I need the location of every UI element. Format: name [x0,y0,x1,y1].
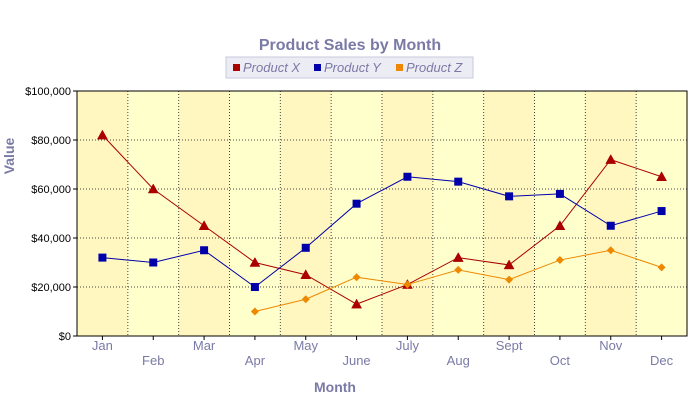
data-point [656,171,668,181]
data-point [96,129,108,140]
legend-label: Product Y [324,60,382,75]
data-point [505,275,514,284]
data-point [605,154,617,164]
x-tick-label: Jan [92,338,113,353]
data-point [503,259,515,270]
data-point [555,256,564,265]
y-tick-label: $0 [59,331,71,343]
x-tick-label: Nov [599,338,623,353]
plot-band [483,91,535,336]
data-point [403,280,412,289]
data-point [657,207,666,216]
legend-swatch [396,64,403,71]
legend-swatch [314,64,321,71]
data-point [301,295,310,304]
data-point [505,192,514,201]
x-tick-label: Aug [447,353,470,368]
x-tick-label: Mar [193,338,216,353]
legend: Product X Product Y Product Z [225,56,474,79]
data-point [352,273,361,282]
y-tick-label: $60,000 [31,184,71,196]
legend-swatch [233,64,240,71]
chart-title: Product Sales by Month [259,37,441,54]
y-tick-label: $80,000 [31,135,71,147]
x-tick-label: Feb [142,353,164,368]
data-point [606,246,615,255]
data-point [454,265,463,274]
data-point [149,258,158,267]
data-point [352,199,361,208]
data-point [200,246,209,255]
data-point [555,189,564,198]
data-point [98,253,107,262]
x-tick-label: Sept [496,338,523,353]
plot-band [585,91,637,336]
x-tick-label: Oct [550,353,571,368]
legend-box [225,56,474,79]
legend-label: Product Z [406,60,463,75]
y-tick-label: $100,000 [25,86,71,98]
x-tick-label: Dec [650,353,674,368]
y-axis-title: Value [1,138,17,175]
plot-band [77,91,128,336]
plot-band [382,91,433,336]
data-point [250,283,259,291]
y-tick-label: $20,000 [31,282,71,294]
data-point [300,269,312,279]
data-point [198,220,210,230]
data-point [403,172,412,181]
data-point [250,307,259,316]
plot-border [76,90,688,337]
legend-label: Product X [243,60,301,75]
x-tick-label: May [293,338,318,353]
data-point [657,263,666,272]
data-point [606,221,615,230]
y-tick-label: $40,000 [31,233,71,245]
x-tick-label: Apr [245,353,266,368]
plot-area: $0 $20,000 $40,000 $60,000 $80,000 $100,000 Ja… [25,86,688,368]
data-point [351,298,363,309]
data-point [147,183,159,194]
data-point [452,252,464,262]
data-point [554,220,566,230]
series-line [102,176,662,288]
x-axis-title: Month [314,379,356,395]
data-point [454,177,463,186]
x-tick-label: June [342,353,370,368]
x-tick-label: July [396,338,420,353]
data-point [301,243,310,252]
data-point [249,256,261,267]
series-line [102,134,662,305]
plot-band [280,91,332,336]
